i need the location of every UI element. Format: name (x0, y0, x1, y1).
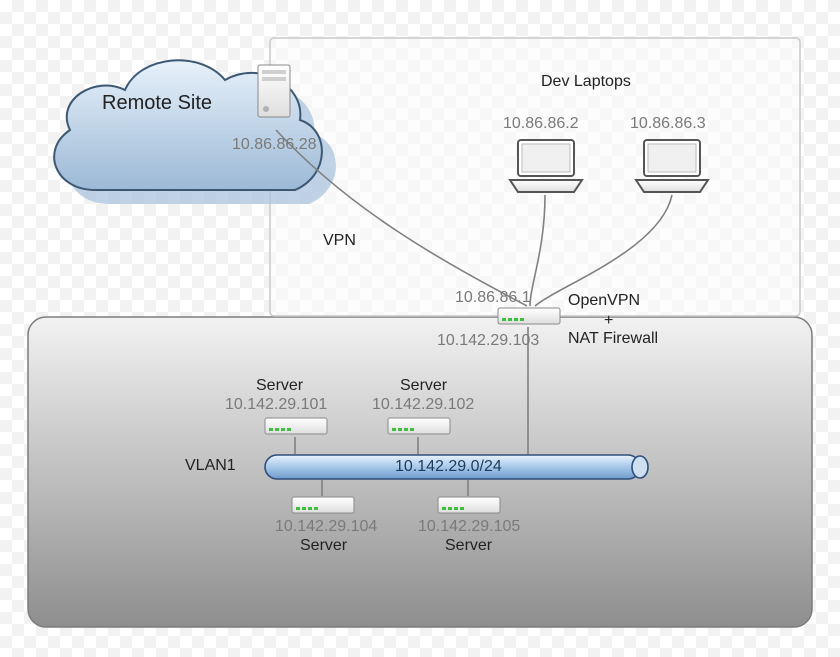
srv102-ip: 10.142.29.102 (372, 396, 474, 414)
srv104-label: Server (300, 537, 347, 555)
subnet-label: 10.142.29.0/24 (395, 458, 502, 476)
vlan1-label: VLAN1 (185, 457, 236, 475)
gw-inside-ip: 10.86.86.1 (455, 289, 531, 307)
laptop1-ip: 10.86.86.2 (503, 115, 579, 133)
server-1u-icon (438, 497, 500, 513)
srv102-label: Server (400, 377, 447, 395)
laptop-icon (636, 140, 708, 192)
server-1u-icon (388, 418, 450, 434)
diagram-stage: Remote Site 10.86.86.28 Dev Laptops 10.8… (0, 0, 840, 657)
laptop2-ip: 10.86.86.3 (630, 115, 706, 133)
vpn-label: VPN (323, 232, 356, 250)
srv105-ip: 10.142.29.105 (418, 518, 520, 536)
nat-firewall-label: NAT Firewall (568, 330, 658, 348)
remote-site-label: Remote Site (102, 92, 212, 115)
plus-label: + (604, 312, 613, 330)
srv104-ip: 10.142.29.104 (275, 518, 377, 536)
laptop-icon (510, 140, 582, 192)
server-1u-icon (265, 418, 327, 434)
srv101-ip: 10.142.29.101 (225, 396, 327, 414)
server-tower-icon (258, 65, 290, 117)
remote-server-ip: 10.86.86.28 (232, 136, 317, 154)
srv105-label: Server (445, 537, 492, 555)
router-icon (498, 308, 560, 324)
srv101-label: Server (256, 377, 303, 395)
server-1u-icon (292, 497, 354, 513)
gw-outside-ip: 10.142.29.103 (437, 332, 539, 350)
openvpn-label: OpenVPN (568, 292, 640, 310)
dev-laptops-label: Dev Laptops (541, 73, 631, 91)
